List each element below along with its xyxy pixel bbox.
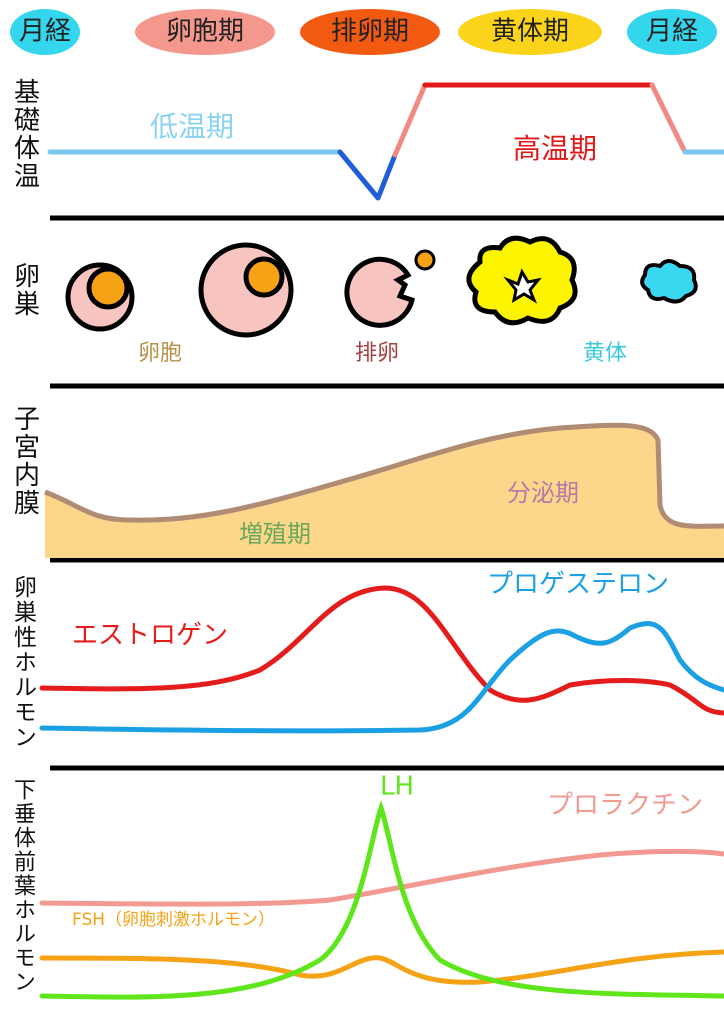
temp-fall (649, 82, 688, 155)
label: FSH（卵胞刺激ホルモン） (72, 910, 275, 930)
phase-label: 月経 (19, 17, 71, 47)
label: プロゲステロン (487, 570, 669, 600)
label: 卵胞 (138, 341, 182, 366)
corpus-luteum-center (503, 268, 542, 304)
temp-rise (392, 82, 428, 158)
label: エストロゲン (72, 621, 228, 651)
oocyte (243, 256, 285, 298)
oocyte (414, 249, 436, 271)
phase-badge (300, 9, 440, 55)
fsh-curve (39, 949, 724, 985)
label: LH (380, 772, 414, 802)
prolactin-curve (39, 849, 724, 907)
phase-badge (458, 9, 602, 55)
label: 分泌期 (507, 479, 579, 507)
endometrium-edge (44, 422, 724, 529)
oocyte (86, 266, 130, 310)
section-title: 卵巣 (10, 262, 40, 318)
label: プロラクチン (547, 791, 703, 821)
section-title: 卵巣性ホルモン (10, 575, 38, 750)
label: 高温期 (513, 132, 597, 165)
temp-dip (337, 149, 398, 201)
section-title: 子宮内膜 (10, 405, 40, 517)
endometrium (45, 425, 724, 558)
ruptured-follicle (344, 256, 415, 328)
label: 排卵 (355, 341, 399, 366)
phase-badge (627, 9, 717, 55)
estrogen-curve (39, 585, 724, 716)
phase-label: 月経 (646, 17, 698, 47)
section-title: 基礎体温 (10, 78, 40, 190)
phase-badge (135, 9, 275, 55)
corpus-albicans (640, 259, 698, 304)
label: 黄体 (583, 341, 627, 366)
phase-label: 黄体期 (491, 17, 569, 47)
phase-label: 卵胞期 (166, 17, 244, 47)
label: 低温期 (150, 110, 234, 143)
section-title: 下垂体前葉ホルモン (10, 778, 36, 994)
label: 増殖期 (239, 520, 311, 548)
phase-badge (10, 9, 80, 55)
phase-label: 排卵期 (331, 17, 409, 47)
progesterone-curve (39, 621, 724, 734)
lh-curve (39, 800, 724, 1000)
